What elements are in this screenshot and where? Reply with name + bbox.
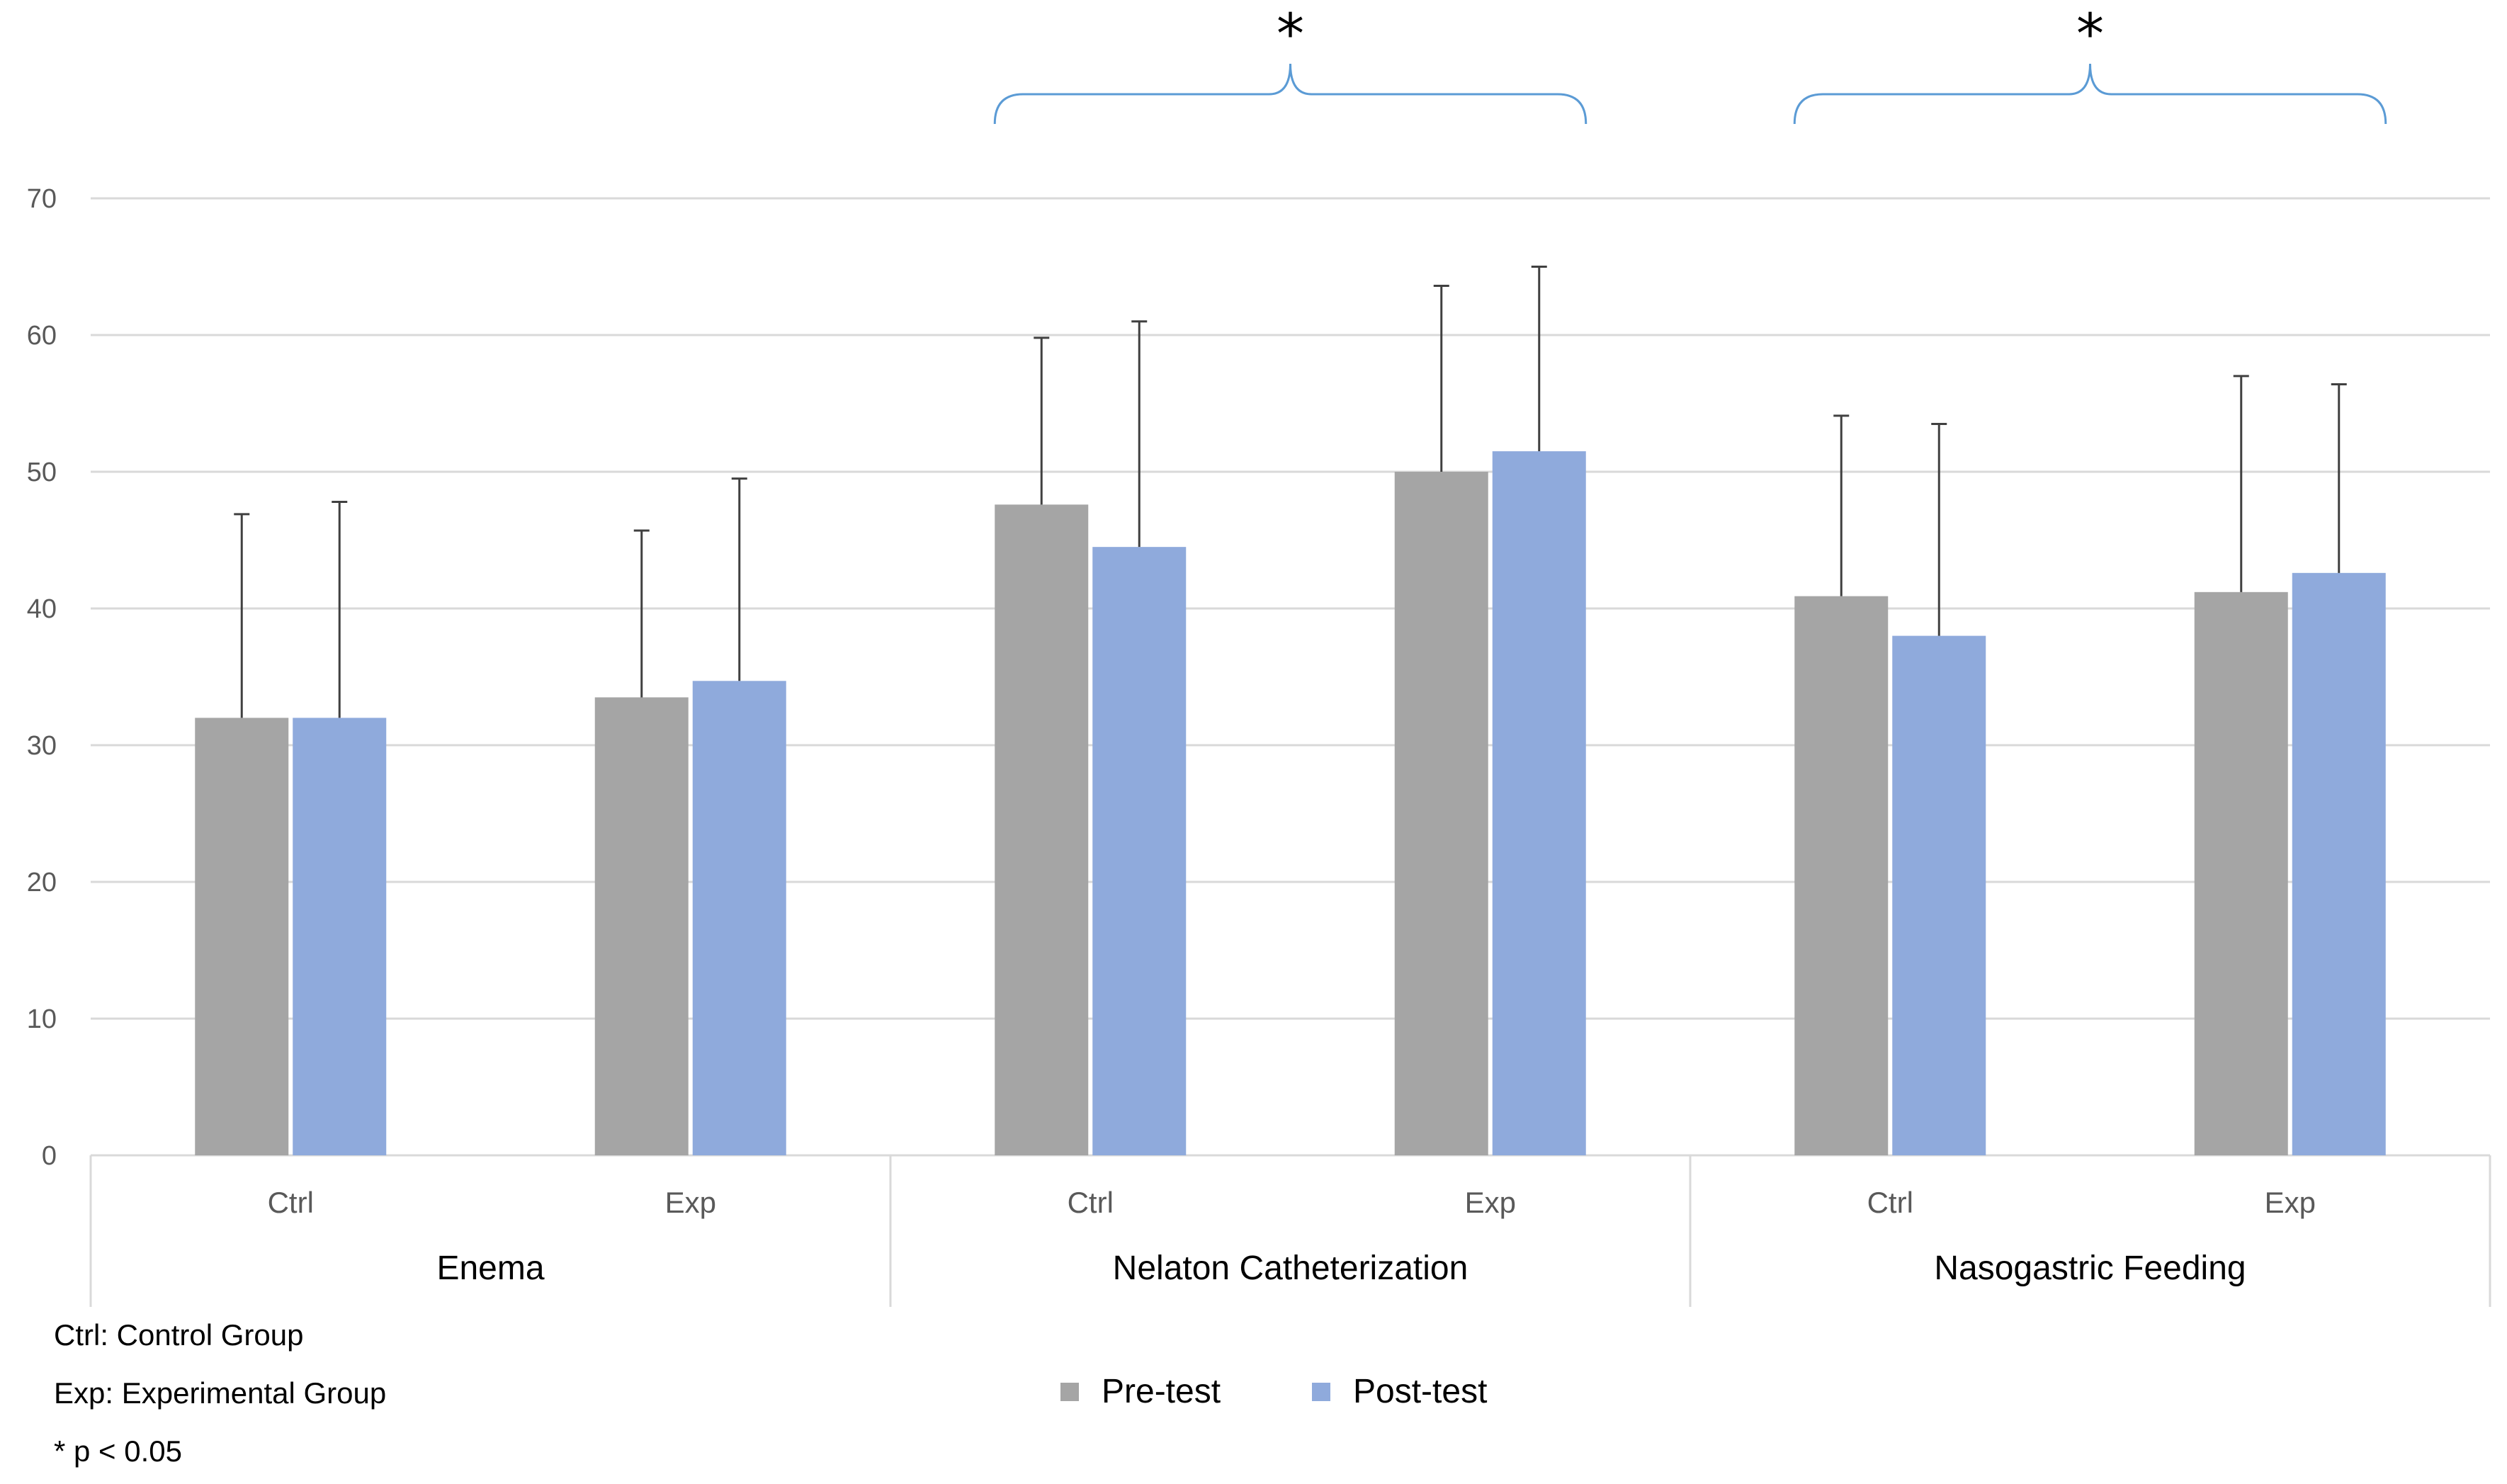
x-subgroup-label: Exp [1465,1186,1516,1219]
x-group-label: Nasogastric Feeding [1934,1250,2246,1287]
bar-pre-test-enema-ctrl [195,718,289,1155]
bar-post-test-nelaton-catheterization-exp [1492,451,1586,1155]
bar-post-test-nasogastric-feeding-ctrl [1892,635,1986,1155]
y-tick-label: 10 [27,1004,57,1034]
legend-swatch [1060,1383,1079,1401]
legend-label: Post-test [1353,1373,1487,1410]
x-subgroup-label: Ctrl [1068,1186,1114,1219]
significance-star: * [1277,3,1304,67]
footnotes: Ctrl: Control Group Exp: Experimental Gro… [54,1318,386,1468]
x-subgroup-label: Exp [665,1186,716,1219]
significance-star: * [2076,3,2104,67]
bar-pre-test-nasogastric-feeding-ctrl [1794,596,1889,1155]
error-bars [234,266,2347,718]
x-group-label: Nelaton Catheterization [1113,1250,1468,1287]
y-tick-label: 0 [42,1141,57,1171]
y-tick-label: 70 [27,184,57,214]
bar-post-test-nasogastric-feeding-exp [2292,572,2386,1155]
y-tick-label: 50 [27,458,57,487]
footnote: Exp: Experimental Group [54,1376,386,1410]
significance-bracket [1793,63,2387,125]
x-subgroup-label: Ctrl [1867,1186,1913,1219]
bar-pre-test-nelaton-catheterization-exp [1394,472,1488,1155]
bar-pre-test-enema-exp [594,697,689,1155]
bars [195,451,2386,1155]
y-tick-label: 30 [27,731,57,761]
x-subgroup-label: Ctrl [268,1186,314,1219]
x-axis: Ctrl Exp Enema Ctrl Exp Nelaton Catheterizati… [89,1155,2491,1307]
legend-label: Pre-test [1102,1373,1221,1410]
gridlines [91,197,2490,1157]
bar-pre-test-nasogastric-feeding-exp [2194,591,2288,1155]
bar-post-test-nelaton-catheterization-ctrl [1092,547,1187,1155]
significance-bracket [993,63,1588,125]
x-subgroup-label: Exp [2265,1186,2316,1219]
y-tick-label: 60 [27,321,57,351]
significance-markers: * * [993,3,2387,125]
legend: Pre-test Post-test [1060,1373,1487,1410]
legend-swatch [1312,1383,1330,1401]
y-tick-label: 20 [27,868,57,897]
x-group-label: Enema [436,1250,544,1287]
footnote: * p < 0.05 [54,1434,182,1468]
footnote: Ctrl: Control Group [54,1318,303,1352]
bar-post-test-enema-exp [692,681,786,1155]
y-axis: 0 10 20 30 40 50 60 70 [27,184,57,1171]
y-tick-label: 40 [27,594,57,624]
bar-pre-test-nelaton-catheterization-ctrl [995,504,1089,1155]
bar-post-test-enema-ctrl [293,718,387,1155]
